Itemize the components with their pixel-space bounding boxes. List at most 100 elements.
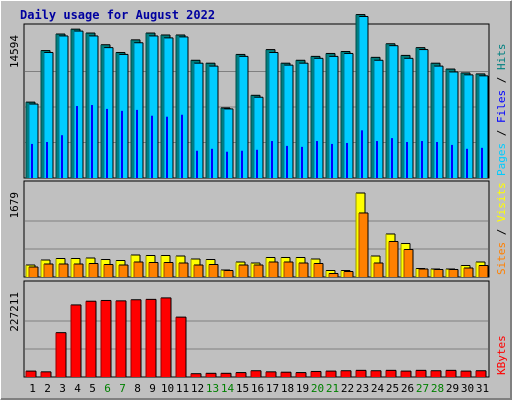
bar-kbytes bbox=[385, 369, 397, 377]
bar-sites bbox=[178, 262, 189, 277]
bar-files bbox=[301, 146, 303, 178]
bar-files bbox=[316, 141, 318, 178]
legend-kbytes: KBytes bbox=[495, 335, 508, 375]
bar-pages bbox=[283, 64, 294, 178]
legend-visits_sites: Sites / Visits bbox=[495, 182, 508, 275]
bar-files bbox=[256, 149, 258, 178]
x-tick-label: 15 bbox=[236, 382, 249, 395]
bar-files bbox=[451, 144, 453, 178]
x-tick-label: 22 bbox=[341, 382, 354, 395]
bar-files bbox=[271, 141, 273, 178]
x-tick-label: 30 bbox=[461, 382, 474, 395]
bar-sites bbox=[283, 261, 294, 277]
bar-pages bbox=[28, 103, 39, 178]
bar-sites bbox=[58, 263, 69, 277]
bar-pages bbox=[118, 53, 129, 179]
bars-kbytes bbox=[25, 297, 487, 377]
bar-pages bbox=[268, 51, 279, 178]
bar-pages bbox=[418, 49, 429, 178]
bar-sites bbox=[298, 262, 309, 277]
bar-sites bbox=[388, 240, 399, 277]
bar-sites bbox=[88, 262, 99, 277]
bar-kbytes bbox=[85, 300, 97, 377]
ymax-label: 1679 bbox=[8, 192, 21, 219]
bar-kbytes bbox=[235, 372, 247, 377]
x-tick-label: 4 bbox=[74, 382, 81, 395]
bar-sites bbox=[118, 264, 129, 277]
chart-title: Daily usage for August 2022 bbox=[20, 8, 215, 22]
x-tick-label: 23 bbox=[356, 382, 369, 395]
bar-pages bbox=[43, 51, 54, 178]
bar-sites bbox=[208, 263, 219, 277]
bar-kbytes bbox=[205, 372, 217, 377]
bar-files bbox=[421, 141, 423, 178]
bars-visits_sites bbox=[25, 192, 489, 277]
bar-kbytes bbox=[415, 369, 427, 377]
x-tick-label: 7 bbox=[119, 382, 126, 395]
bar-files bbox=[406, 141, 408, 178]
bar-sites bbox=[268, 261, 279, 277]
bar-pages bbox=[223, 108, 234, 178]
bar-files bbox=[46, 141, 48, 178]
legend-entry: Hits bbox=[495, 44, 508, 71]
x-tick-label: 3 bbox=[59, 382, 66, 395]
bar-kbytes bbox=[340, 370, 352, 377]
bar-pages bbox=[148, 35, 159, 178]
legend-hits_files_pages: Pages / Files / Hits bbox=[495, 44, 508, 177]
x-tick-label: 25 bbox=[386, 382, 399, 395]
x-tick-label: 27 bbox=[416, 382, 429, 395]
bar-pages bbox=[403, 57, 414, 178]
bar-sites bbox=[73, 263, 84, 277]
bar-pages bbox=[133, 42, 144, 178]
bar-sites bbox=[403, 248, 414, 277]
bar-sites bbox=[163, 261, 174, 277]
x-tick-label: 19 bbox=[296, 382, 309, 395]
bar-files bbox=[91, 105, 93, 178]
bar-sites bbox=[358, 212, 369, 277]
bar-sites bbox=[28, 266, 39, 277]
x-tick-label: 5 bbox=[89, 382, 96, 395]
x-tick-label: 20 bbox=[311, 382, 324, 395]
bar-kbytes bbox=[250, 370, 262, 377]
bar-pages bbox=[358, 15, 369, 178]
bar-files bbox=[346, 142, 348, 178]
bar-pages bbox=[88, 35, 99, 178]
bar-kbytes bbox=[430, 370, 442, 377]
bar-kbytes bbox=[355, 369, 367, 377]
bar-sites bbox=[238, 264, 249, 277]
bar-kbytes bbox=[190, 373, 202, 377]
bar-pages bbox=[193, 62, 204, 178]
x-tick-label: 8 bbox=[134, 382, 141, 395]
bar-kbytes bbox=[40, 371, 52, 377]
legend-entry: / bbox=[495, 70, 508, 90]
bar-kbytes bbox=[280, 371, 292, 377]
bar-sites bbox=[103, 263, 114, 277]
bar-files bbox=[61, 135, 63, 178]
bar-pages bbox=[448, 71, 459, 178]
bar-files bbox=[241, 150, 243, 178]
bar-sites bbox=[253, 264, 264, 277]
bar-pages bbox=[238, 55, 249, 178]
x-tick-label: 18 bbox=[281, 382, 294, 395]
bar-files bbox=[286, 145, 288, 178]
bar-pages bbox=[208, 65, 219, 178]
bar-files bbox=[376, 141, 378, 178]
bar-kbytes bbox=[295, 372, 307, 377]
bar-pages bbox=[313, 57, 324, 178]
bar-sites bbox=[433, 268, 444, 277]
bar-kbytes bbox=[265, 371, 277, 377]
bar-pages bbox=[433, 65, 444, 178]
x-tick-label: 21 bbox=[326, 382, 339, 395]
bar-kbytes bbox=[70, 304, 82, 377]
x-tick-label: 12 bbox=[191, 382, 204, 395]
bar-sites bbox=[148, 261, 159, 277]
bar-pages bbox=[73, 30, 84, 179]
legend-entry: / bbox=[495, 222, 508, 242]
bar-sites bbox=[478, 264, 489, 277]
x-tick-label: 31 bbox=[476, 382, 489, 395]
bar-files bbox=[76, 105, 78, 178]
ymax-label: 227211 bbox=[8, 292, 21, 332]
bar-kbytes bbox=[145, 298, 157, 377]
bar-files bbox=[181, 114, 183, 178]
